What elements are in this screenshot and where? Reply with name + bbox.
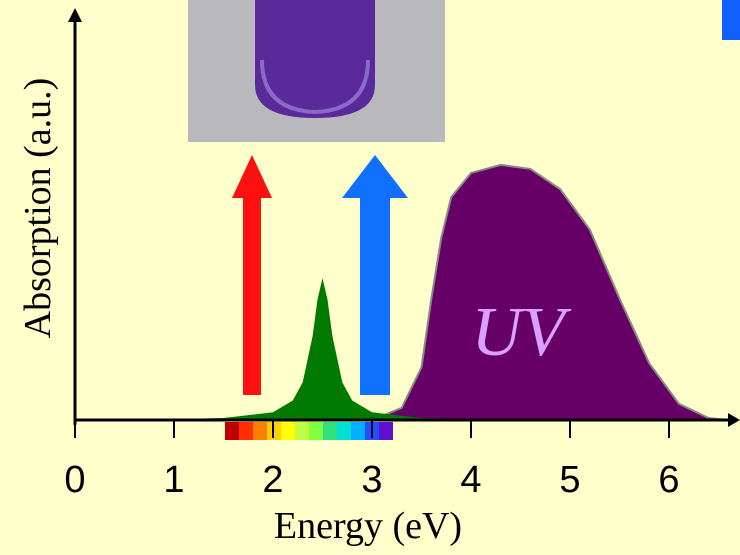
x-tick-label: 2 xyxy=(262,459,283,501)
x-tick-label: 6 xyxy=(658,459,679,501)
x-axis-label: Energy (eV) xyxy=(274,505,462,547)
x-tick-label: 3 xyxy=(361,459,382,501)
red-arrow xyxy=(232,155,272,395)
x-tick-label: 0 xyxy=(64,459,85,501)
y-axis-label: Absorption (a.u.) xyxy=(17,78,59,339)
x-tick-label: 4 xyxy=(460,459,481,501)
x-tick-label: 5 xyxy=(559,459,580,501)
spectrum-bar xyxy=(225,422,393,440)
vial-photo xyxy=(188,0,445,142)
absorption-area xyxy=(124,278,570,420)
y-axis-arrow xyxy=(68,8,82,22)
uv-label: UV xyxy=(471,294,572,371)
x-tick-label: 1 xyxy=(163,459,184,501)
blue-marker xyxy=(722,0,740,40)
x-axis-arrow xyxy=(728,413,740,427)
absorption-area xyxy=(371,163,729,421)
blue-arrow xyxy=(342,155,408,395)
